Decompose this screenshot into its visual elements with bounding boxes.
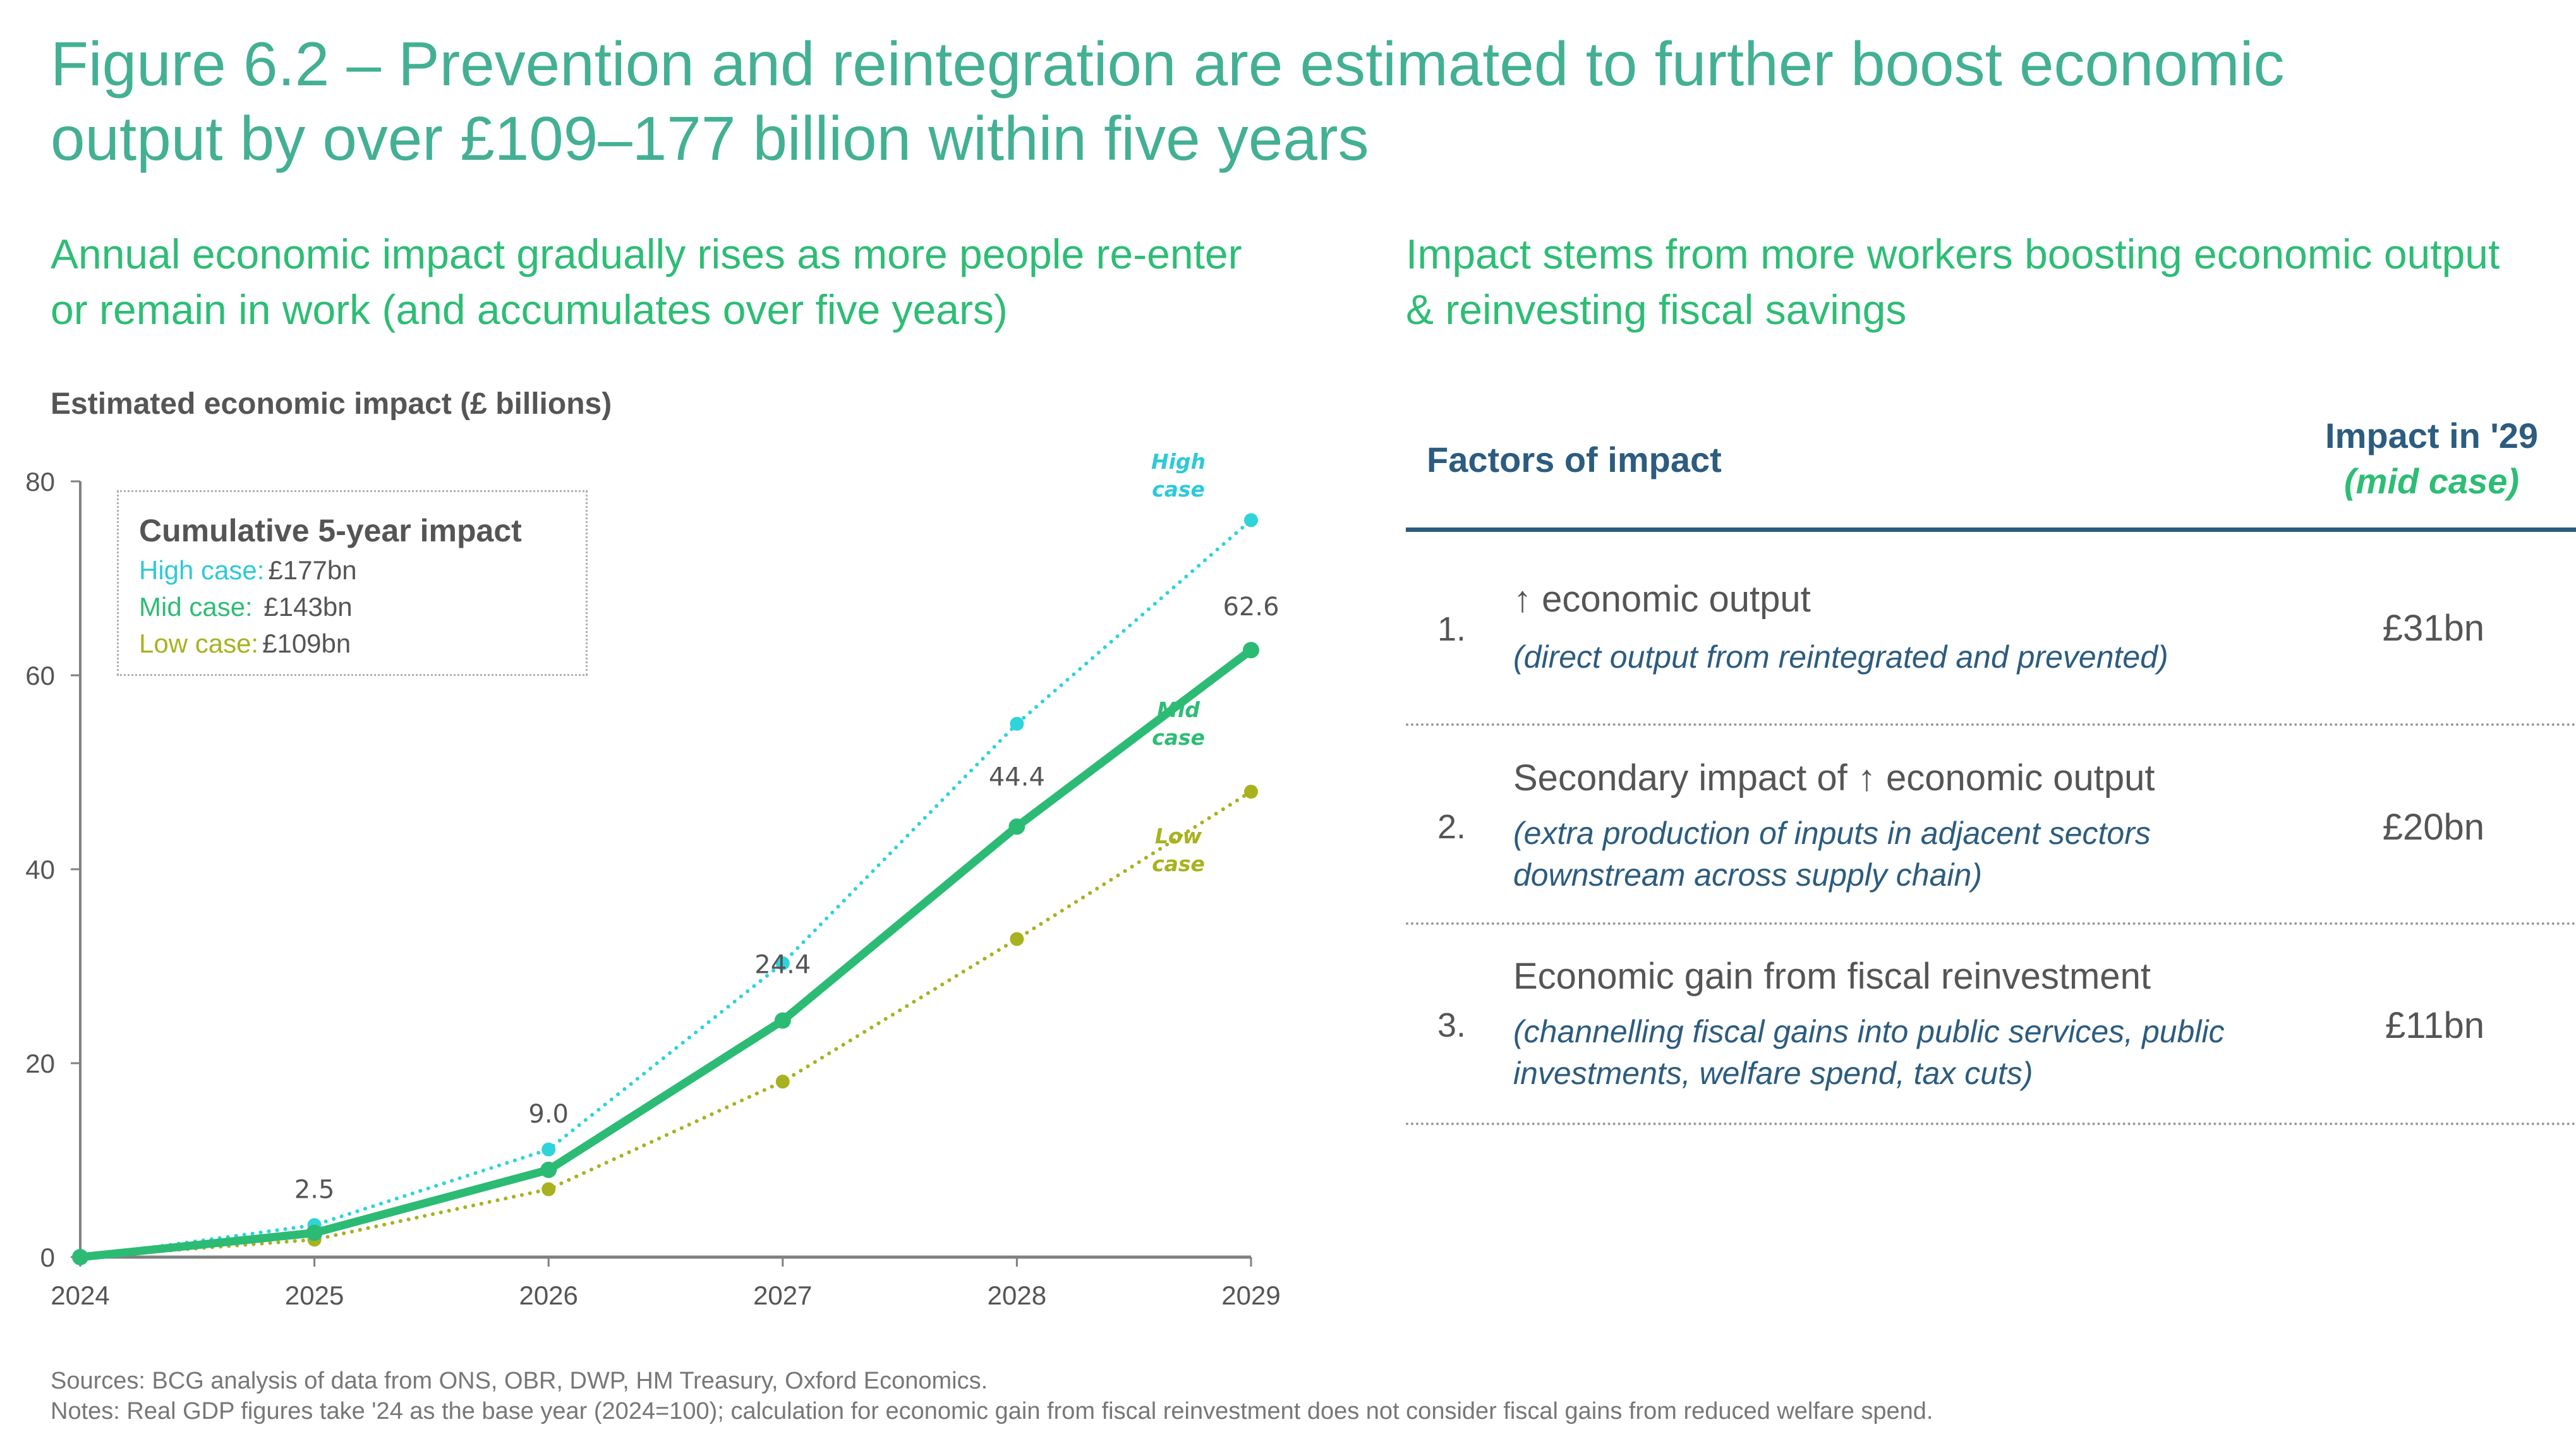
mid-case-point: [774, 1012, 791, 1029]
high-case-point: [1010, 716, 1024, 731]
row-description-line2: downstream across supply chain): [1513, 857, 1982, 893]
figure-title: Figure 6.2 – Prevention and reintegratio…: [51, 27, 2515, 176]
row-number: 1.: [1437, 610, 1466, 648]
header-impact-label: Impact in '29: [2325, 416, 2538, 455]
legend-row-mid: Mid case: £143bn: [139, 592, 353, 622]
x-tick-label: 2028: [988, 1280, 1046, 1310]
mid-case-line: [76, 646, 1255, 1262]
x-tick-label: 2029: [1221, 1280, 1280, 1310]
data-label: 24.4: [754, 950, 811, 979]
row-main-text: Secondary impact of ↑ economic output: [1513, 757, 2155, 798]
row-divider: [1406, 723, 2576, 726]
row-divider: [1406, 1123, 2576, 1125]
mid-case-point: [72, 1249, 88, 1265]
data-label: 44.4: [989, 762, 1045, 792]
chart-axes: 0 20 40 60 80 2024 2025 2026 2027 2028 2029: [25, 467, 1280, 1310]
row-description-line1: (channelling fiscal gains into public se…: [1513, 1014, 2225, 1049]
low-case-point: [541, 1182, 556, 1196]
y-tick-label: 40: [25, 855, 55, 884]
low-case-label: Low: [1155, 824, 1202, 848]
mid-case-point: [1243, 642, 1259, 659]
high-case-point: [775, 956, 790, 970]
y-tick-label: 0: [40, 1243, 55, 1272]
y-tick-label: 80: [25, 467, 55, 497]
mid-case-label: case: [1152, 725, 1205, 750]
header-impact: Impact in '29 (mid case): [2325, 413, 2538, 504]
mid-case-label: Mid: [1157, 697, 1200, 722]
mid-case-point: [540, 1161, 557, 1178]
high-case-label: case: [1152, 477, 1205, 502]
x-tick-label: 2024: [51, 1280, 109, 1310]
cumulative-impact-title: Cumulative 5-year impact: [139, 513, 522, 548]
row-description-line1: (extra production of inputs in adjacent …: [1513, 816, 2151, 851]
chart-y-label: Estimated economic impact (£ billions): [51, 387, 612, 421]
header-factors: Factors of impact: [1427, 440, 1722, 479]
row-description: (channelling fiscal gains into public se…: [1513, 1011, 2240, 1094]
data-label: 9.0: [528, 1100, 569, 1129]
figure-title-line2: output by over £109–177 billion within f…: [51, 104, 1369, 173]
cumulative-impact-box: Cumulative 5-year impact High case: £177b…: [117, 490, 588, 676]
legend-row-high: High case: £177bn: [139, 555, 357, 586]
legend-label-low: Low case:: [139, 629, 259, 658]
row-main-text: ↑ economic output: [1513, 579, 1811, 620]
left-subtitle-line1: Annual economic impact gradually rises a…: [51, 231, 1242, 277]
high-case-point: [1244, 513, 1258, 527]
row-main-text: Economic gain from fiscal reinvestment: [1513, 956, 2151, 997]
row-number: 3.: [1437, 1006, 1466, 1044]
right-panel-subtitle: Impact stems from more workers boosting …: [1406, 226, 2575, 337]
low-case-point: [775, 1075, 790, 1089]
legend-label-high: High case:: [139, 555, 265, 585]
row-amount: £20bn: [2382, 807, 2484, 848]
low-case-point: [1244, 785, 1258, 799]
left-panel-subtitle: Annual economic impact gradually rises a…: [51, 226, 1377, 337]
chart-lines: [72, 513, 1259, 1265]
mid-case-point: [1008, 818, 1025, 835]
header-impact-subtitle: (mid case): [2344, 461, 2519, 501]
data-label: 2.5: [294, 1176, 335, 1205]
legend-label-mid: Mid case:: [139, 592, 253, 622]
right-subtitle-line2: & reinvesting fiscal savings: [1406, 286, 1907, 333]
data-label: 62.6: [1223, 593, 1279, 622]
low-case-line: [78, 790, 1253, 1259]
high-case-point: [541, 1142, 556, 1157]
sources-note: Sources: BCG analysis of data from ONS, …: [51, 1368, 988, 1394]
row-description-line2: investments, welfare spend, tax cuts): [1513, 1056, 2033, 1091]
row-description: (direct output from reintegrated and pre…: [1513, 636, 2240, 678]
x-tick-label: 2027: [753, 1280, 812, 1310]
legend-value-low: £109bn: [262, 629, 351, 658]
header-divider: [1406, 527, 2576, 532]
row-description: (extra production of inputs in adjacent …: [1513, 812, 2240, 896]
legend-row-low: Low case: £109bn: [139, 629, 351, 659]
row-divider: [1406, 922, 2576, 925]
high-case-label: High: [1151, 449, 1206, 474]
mid-case-point: [306, 1224, 323, 1241]
left-subtitle-line2: or remain in work (and accumulates over …: [51, 286, 1008, 333]
x-tick-label: 2025: [285, 1280, 344, 1310]
row-description-line1: (direct output from reintegrated and pre…: [1513, 639, 2168, 675]
row-amount: £11bn: [2385, 1005, 2484, 1046]
low-case-point: [1010, 932, 1024, 946]
row-number: 2.: [1437, 808, 1466, 846]
x-tick-label: 2026: [519, 1280, 577, 1310]
legend-value-mid: £143bn: [256, 592, 353, 622]
y-tick-label: 60: [25, 661, 55, 690]
figure-title-line1: Figure 6.2 – Prevention and reintegratio…: [51, 29, 2285, 99]
chart-labels: 2.5 9.0 24.4 44.4 62.6 High case Mid case Low case: [294, 449, 1279, 1205]
right-subtitle-line1: Impact stems from more workers boosting …: [1406, 231, 2500, 277]
low-case-label: case: [1152, 852, 1205, 876]
y-tick-label: 20: [25, 1049, 55, 1078]
notes-footnote: Notes: Real GDP figures take '24 as the …: [51, 1398, 1933, 1425]
row-amount: £31bn: [2382, 608, 2484, 649]
legend-value-high: £177bn: [268, 555, 357, 585]
high-case-line: [78, 518, 1253, 1259]
